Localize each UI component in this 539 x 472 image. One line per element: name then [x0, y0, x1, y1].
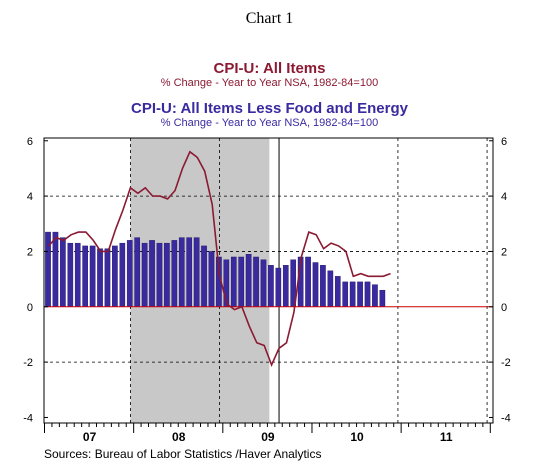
y-tick-label-left: 2	[27, 246, 33, 258]
y-tick-label-right: -4	[501, 412, 511, 424]
bar	[208, 251, 215, 307]
bar	[305, 256, 311, 307]
bar	[282, 265, 289, 307]
bar	[52, 231, 59, 307]
bar	[164, 242, 170, 307]
bar	[104, 248, 111, 307]
series1-subtitle: % Change - Year to Year NSA, 1982-84=100	[160, 77, 379, 89]
bar	[372, 284, 378, 307]
bar	[89, 245, 96, 307]
bar	[334, 276, 341, 307]
y-tick-label-left: -2	[23, 357, 33, 369]
y-tick-label-right: 6	[501, 136, 507, 148]
bar	[74, 242, 81, 307]
bar	[342, 281, 349, 307]
bar	[119, 242, 126, 307]
source-note: Sources: Bureau of Labor Statistics /Hav…	[44, 447, 322, 461]
bar	[357, 281, 363, 307]
bar	[193, 237, 200, 307]
y-tick-label-right: 0	[501, 302, 507, 314]
bar	[126, 240, 133, 307]
bar	[67, 242, 74, 307]
bar	[312, 262, 319, 307]
bar	[275, 267, 282, 307]
bar	[141, 242, 148, 307]
bar	[171, 240, 178, 307]
bar	[149, 240, 155, 307]
bar	[201, 245, 207, 307]
y-tick-label-right: -2	[501, 357, 511, 369]
bar	[45, 231, 51, 307]
bar	[112, 245, 118, 307]
bar	[253, 256, 259, 307]
bar	[238, 256, 245, 307]
x-tick-label: 11	[440, 430, 453, 444]
series1-title: CPI-U: All Items	[213, 60, 326, 77]
y-tick-label-left: 4	[27, 191, 33, 203]
y-tick-label-right: 2	[501, 246, 507, 258]
bar	[268, 265, 274, 307]
series2-subtitle: % Change - Year to Year NSA, 1982-84=100	[160, 117, 379, 129]
series2-title: CPI-U: All Items Less Food and Energy	[131, 100, 408, 117]
x-tick-label: 07	[83, 430, 97, 444]
bar	[327, 270, 334, 307]
bar	[379, 289, 386, 307]
bar	[245, 254, 252, 307]
x-tick-label: 08	[172, 430, 186, 444]
bar	[134, 237, 140, 307]
bar	[60, 237, 66, 307]
bar	[349, 281, 356, 307]
bar	[260, 259, 267, 307]
y-tick-label-left: 6	[27, 136, 33, 148]
bar	[178, 237, 185, 307]
y-tick-label-left: 0	[27, 302, 33, 314]
bar	[186, 237, 193, 307]
bar	[82, 245, 88, 307]
bar	[364, 281, 371, 307]
bar	[156, 242, 163, 307]
x-tick-label: 10	[350, 430, 364, 444]
x-tick-label: 09	[261, 430, 275, 444]
bar	[320, 265, 326, 307]
y-tick-label-left: -4	[23, 412, 33, 424]
bar	[230, 256, 237, 307]
page-title: Chart 1	[245, 10, 294, 27]
bar	[97, 248, 103, 307]
line-series	[48, 150, 391, 367]
plot-frame	[43, 137, 494, 424]
y-tick-label-right: 4	[501, 191, 507, 203]
